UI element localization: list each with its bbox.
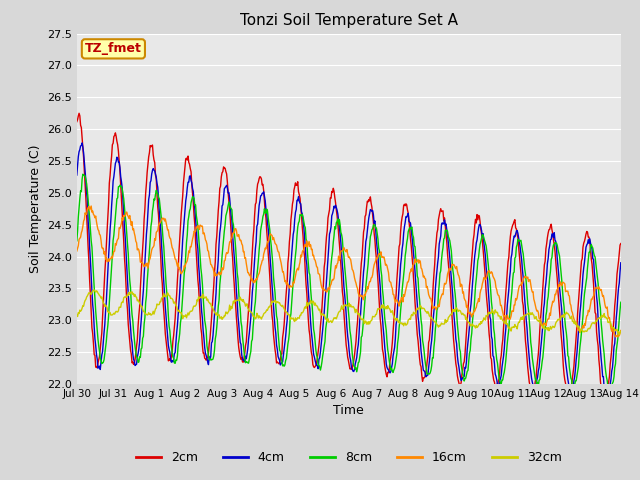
32cm	[83, 294, 90, 300]
4cm	[416, 331, 424, 337]
X-axis label: Time: Time	[333, 405, 364, 418]
Line: 8cm: 8cm	[77, 174, 621, 394]
4cm	[84, 196, 92, 202]
16cm	[614, 334, 621, 340]
Line: 4cm: 4cm	[77, 143, 621, 398]
4cm	[223, 185, 231, 191]
Title: Tonzi Soil Temperature Set A: Tonzi Soil Temperature Set A	[240, 13, 458, 28]
8cm	[431, 325, 439, 331]
2cm	[223, 179, 231, 185]
4cm	[431, 285, 439, 291]
32cm	[140, 308, 147, 314]
Line: 2cm: 2cm	[77, 113, 621, 402]
8cm	[195, 233, 202, 239]
Line: 32cm: 32cm	[77, 290, 621, 335]
16cm	[73, 248, 81, 254]
2cm	[431, 247, 439, 253]
8cm	[84, 188, 92, 194]
8cm	[605, 391, 613, 397]
2cm	[84, 228, 92, 234]
16cm	[140, 263, 147, 268]
32cm	[195, 294, 202, 300]
8cm	[73, 238, 81, 244]
16cm	[431, 305, 439, 311]
8cm	[140, 334, 147, 339]
16cm	[195, 223, 202, 229]
Text: TZ_fmet: TZ_fmet	[85, 42, 142, 55]
32cm	[223, 311, 231, 317]
32cm	[73, 312, 81, 318]
2cm	[195, 285, 202, 291]
2cm	[76, 110, 83, 116]
Line: 16cm: 16cm	[77, 206, 621, 337]
32cm	[617, 328, 625, 334]
16cm	[617, 328, 625, 334]
32cm	[416, 305, 424, 311]
4cm	[195, 262, 202, 268]
8cm	[416, 297, 424, 302]
2cm	[600, 399, 608, 405]
16cm	[83, 212, 90, 217]
2cm	[617, 240, 625, 246]
16cm	[416, 257, 424, 263]
4cm	[140, 288, 147, 293]
Legend: 2cm, 4cm, 8cm, 16cm, 32cm: 2cm, 4cm, 8cm, 16cm, 32cm	[131, 446, 567, 469]
2cm	[416, 355, 424, 361]
4cm	[78, 140, 86, 146]
2cm	[73, 119, 81, 125]
16cm	[87, 203, 95, 209]
32cm	[90, 287, 98, 293]
4cm	[73, 172, 81, 178]
Y-axis label: Soil Temperature (C): Soil Temperature (C)	[29, 144, 42, 273]
16cm	[223, 251, 231, 256]
8cm	[79, 171, 86, 177]
8cm	[617, 300, 625, 305]
4cm	[617, 260, 625, 265]
32cm	[616, 332, 623, 338]
4cm	[604, 395, 611, 401]
8cm	[223, 207, 231, 213]
2cm	[140, 234, 147, 240]
32cm	[431, 319, 439, 325]
